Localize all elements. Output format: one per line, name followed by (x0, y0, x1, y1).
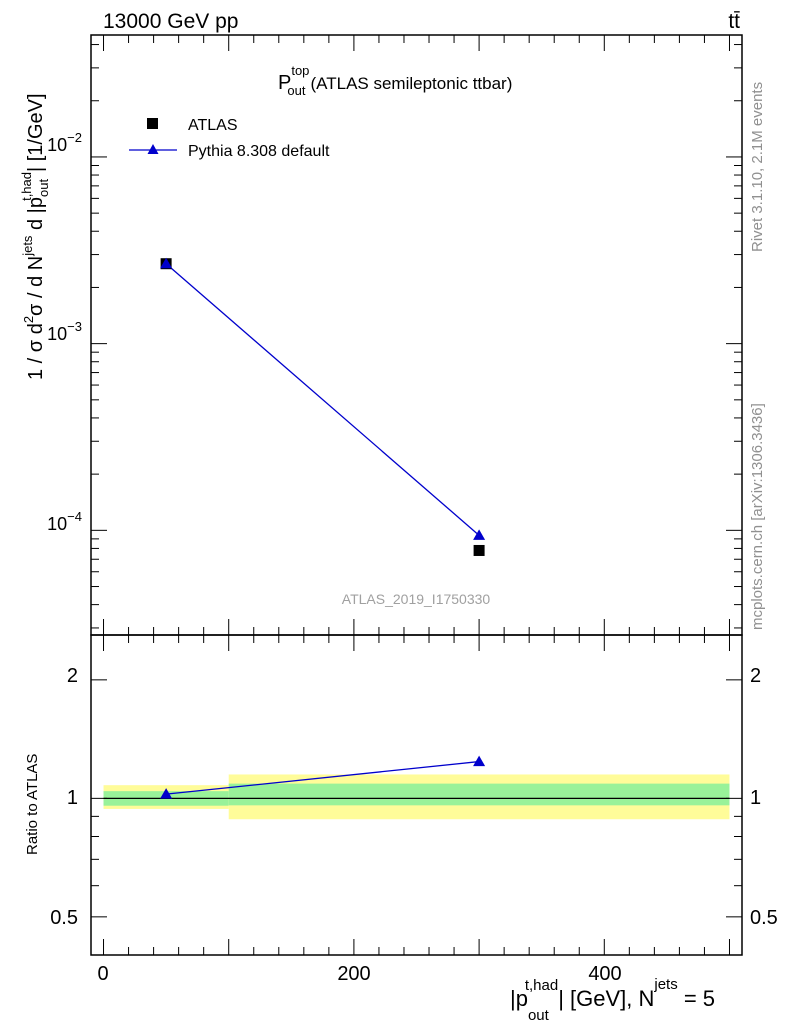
analysis-watermark: ATLAS_2019_I1750330 (342, 591, 491, 607)
y-axis-label-sup3: t,had (19, 172, 34, 201)
y-axis-label-sub3: out (36, 179, 51, 197)
mc-data-point (160, 257, 173, 269)
legend-mc-label: Pythia 8.308 default (188, 143, 330, 160)
plot-title-main: P (278, 72, 291, 94)
y-tick-label-1e-3: 10−3 (47, 319, 82, 344)
y-tick-exp-1e-2: −2 (67, 130, 82, 145)
x-tick-label-0: 0 (97, 963, 108, 985)
ratio-mc-point (473, 755, 486, 767)
y-tick-label-1e-4: 10−4 (47, 509, 82, 534)
x-axis-label-p2: | [GeV], N (558, 986, 654, 1011)
x-axis-label-p3: = 5 (678, 986, 715, 1011)
x-tick-label-400: 400 (588, 963, 621, 985)
ratio-tick-label-right-1: 1 (750, 787, 761, 809)
plot-title: Ptop out (ATLAS semileptonic ttbar) (278, 63, 512, 98)
mcplots-side-label: mcplots.cern.ch [arXiv:1306.3436] (749, 403, 766, 630)
x-axis-label-sup1: t,had (525, 977, 558, 994)
y-tick-base-1e-3: 10 (47, 324, 67, 344)
legend-atlas-label: ATLAS (188, 117, 238, 134)
energy-label: 13000 GeV pp (103, 10, 238, 33)
ratio-tick-label-1: 1 (67, 787, 78, 809)
plot-title-sub: out (287, 83, 305, 98)
x-axis-label-p1: |p (510, 986, 528, 1011)
x-axis-label: |pout t,had| [GeV], Njets = 5 (510, 976, 715, 1024)
ratio-tick-label-2: 2 (67, 665, 78, 687)
y-tick-label-1e-2: 10−2 (47, 130, 82, 155)
ratio-axis-label: Ratio to ATLAS (24, 754, 41, 855)
ratio-tick-label-right-0p5: 0.5 (750, 907, 778, 929)
legend-mc-marker (147, 144, 159, 154)
y-axis-label: 1 / σ d2σ / d Njets d |poutt,had| [1/GeV… (19, 93, 51, 380)
plot-title-sup: top (291, 63, 309, 78)
x-axis-label-sub1: out (528, 1007, 550, 1024)
y-tick-base-1e-2: 10 (47, 135, 67, 155)
ratio-tick-label-0p5: 0.5 (50, 907, 78, 929)
y-axis-label-p1: 1 / σ d (25, 323, 47, 380)
y-tick-base-1e-4: 10 (47, 514, 67, 534)
ratio-band-inner-1 (228, 783, 730, 806)
y-axis-label-p3: d |p (25, 197, 47, 236)
chart-marks (160, 257, 486, 799)
ratio-bands (103, 774, 730, 820)
ratio-mc-line (166, 760, 480, 795)
process-label: tt̄ (728, 10, 740, 33)
ratio-tick-label-right-2: 2 (750, 665, 761, 687)
y-axis-label-sup1: 2 (21, 316, 36, 323)
y-tick-exp-1e-3: −3 (67, 319, 82, 334)
y-axis-label-p2: σ / d N (25, 256, 47, 316)
y-axis-label-sup2: jets (20, 235, 35, 257)
y-tick-exp-1e-4: −4 (67, 509, 82, 524)
mc-data-point (473, 529, 486, 540)
x-axis-label-sup2: jets (653, 976, 677, 993)
x-tick-label-200: 200 (337, 963, 370, 985)
mc-series-line (165, 263, 480, 536)
rivet-side-label: Rivet 3.1.10, 2.1M events (749, 82, 766, 252)
atlas-data-point (473, 544, 485, 556)
axis-ticks (91, 35, 742, 955)
y-axis-label-p4: | [1/GeV] (25, 93, 47, 172)
ratio-panel-frame (90, 634, 743, 956)
ratio-mc-point (160, 788, 173, 799)
plot-title-rest: (ATLAS semileptonic ttbar) (311, 74, 513, 93)
legend-atlas-marker (147, 118, 158, 129)
